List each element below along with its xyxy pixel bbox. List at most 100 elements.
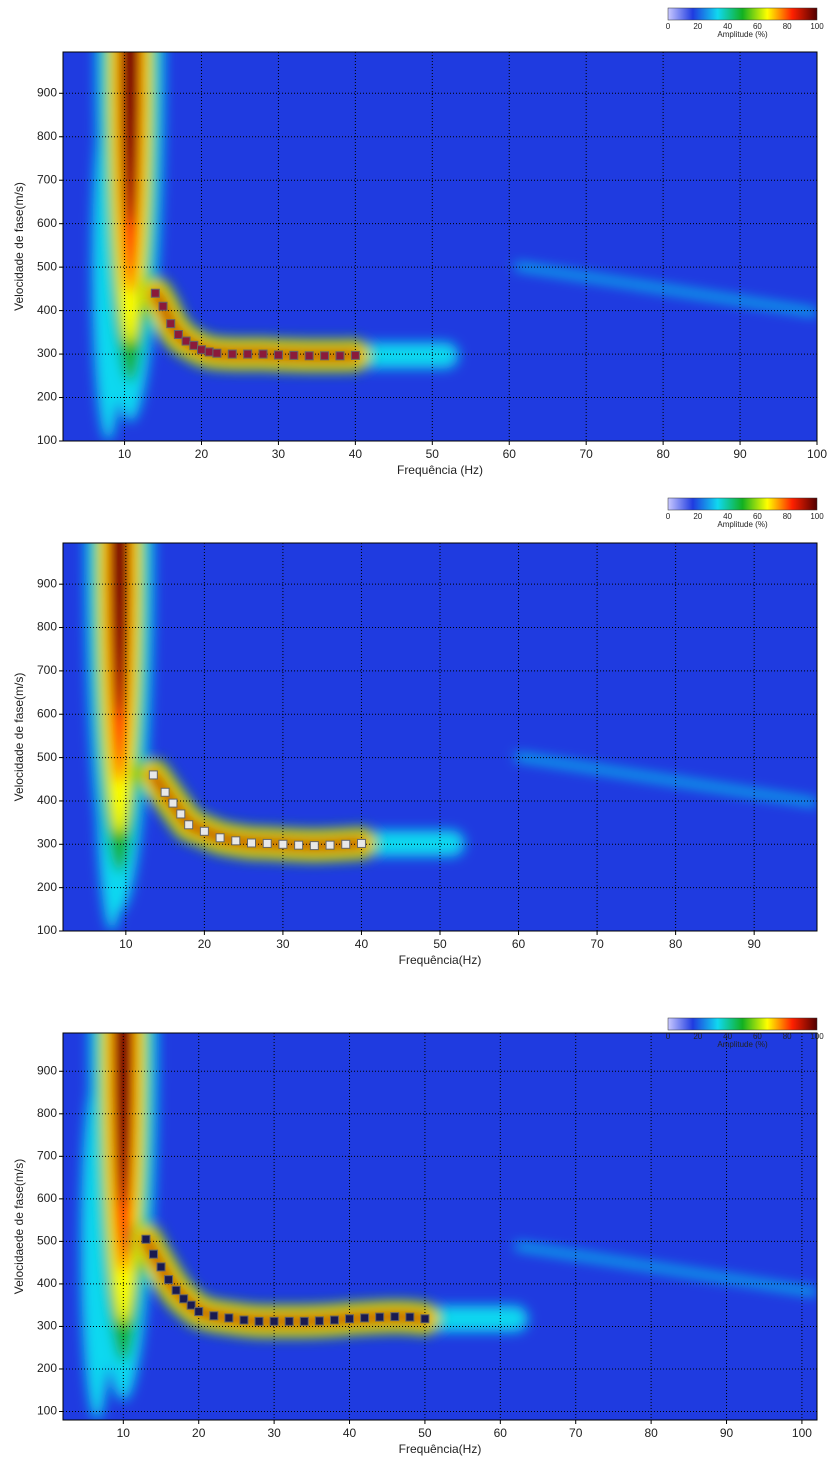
x-tick-label: 100 [792,1426,812,1440]
pick-point [262,838,272,848]
x-tick-label: 50 [426,447,440,461]
pick-point [160,787,170,797]
pick-point [360,1313,370,1323]
colorbar-tick-label: 40 [723,512,732,521]
y-tick-label: 200 [37,390,57,404]
pick-point [171,1285,181,1295]
pick-point [164,1275,174,1285]
pick-point [258,349,268,359]
x-tick-label: 80 [644,1426,658,1440]
pick-point [186,1300,196,1310]
pick-point [227,349,237,359]
image-background [63,52,817,441]
pick-point [405,1312,415,1322]
x-tick-label: 80 [669,937,683,951]
y-tick-label: 700 [37,663,57,677]
x-tick-label: 80 [656,447,670,461]
pick-point [320,351,330,361]
colorbar-tick-label: 20 [693,1032,702,1041]
amplitude-field [85,543,817,931]
panel: 10 20 30 40 50 60 70 80 901002003004005006007008… [12,497,824,967]
y-tick-label: 100 [37,433,57,447]
x-tick-label: 50 [433,937,447,951]
colorbar-tick-label: 80 [783,512,792,521]
pick-point [148,1249,158,1259]
colorbar-tick-label: 0 [666,22,671,31]
x-tick-label: 70 [590,937,604,951]
faint-ridge [514,1242,817,1296]
pick-point [168,798,178,808]
pick-point [243,349,253,359]
plot-frame [62,1032,818,1421]
high-amplitude-band [122,52,139,227]
y-axis-label: Velocidade de fase(m/s) [12,182,26,311]
y-tick-label: 200 [37,880,57,894]
x-tick-label: 20 [195,447,209,461]
y-tick-label: 100 [37,923,57,937]
y-tick-label: 300 [37,1319,57,1333]
pick-point [289,350,299,360]
colorbar-tick-label: 60 [753,512,762,521]
x-tick-label: 10 [118,447,132,461]
y-tick-label: 400 [37,303,57,317]
pick-point [212,348,222,358]
pick-point [158,301,168,311]
pick-point [173,330,183,340]
pick-point [199,826,209,836]
pick-point [204,347,214,357]
pick-point [269,1316,279,1326]
y-tick-label: 400 [37,793,57,807]
y-tick-label: 600 [37,216,57,230]
y-axis-label: Velocidaede de fase(m/s) [12,1159,26,1294]
pick-point [345,1314,355,1324]
y-tick-label: 600 [37,1191,57,1205]
x-tick-label: 60 [512,937,526,951]
y-tick-label: 800 [37,620,57,634]
pick-point [325,840,335,850]
pick-point [150,288,160,298]
pick-point [224,1313,234,1323]
dispersion-image [63,52,817,441]
pick-point [239,1315,249,1325]
x-tick-label: 40 [349,447,363,461]
pick-point [156,1262,166,1272]
pick-point [215,833,225,843]
pick-point [247,838,256,848]
y-tick-label: 900 [37,1063,57,1077]
y-tick-label: 300 [37,346,57,360]
pick-point [309,841,319,851]
dispersion-image [63,543,817,931]
pick-point [141,1234,151,1244]
x-tick-label: 10 [117,1426,131,1440]
y-tick-label: 400 [37,1276,57,1290]
pick-point [329,1315,339,1325]
x-tick-label: 60 [503,447,517,461]
pick-point [284,1316,294,1326]
colorbar-tick-label: 40 [723,1032,732,1041]
image-background [63,1033,817,1420]
x-tick-label: 20 [198,937,212,951]
x-tick-label: 90 [733,447,747,461]
pick-point [231,836,241,846]
image-background [63,543,817,931]
faint-ridge [514,262,817,316]
y-tick-label: 900 [37,85,57,99]
pick-point [254,1316,264,1326]
x-axis-label: Frequência (Hz) [397,463,483,477]
pick-point [196,345,206,355]
x-tick-label: 50 [418,1426,432,1440]
energy-ridge [150,771,365,849]
colorbar-tick-label: 40 [723,22,732,31]
pick-point [166,319,176,329]
pick-point [356,838,366,848]
y-tick-label: 200 [37,1361,57,1375]
pick-point [148,770,158,780]
x-axis-label: Frequência(Hz) [399,953,482,967]
colorbar-tick-label: 100 [810,512,824,521]
x-tick-label: 90 [720,1426,734,1440]
pick-point [176,809,186,819]
pick-point [341,839,351,849]
x-tick-label: 100 [807,447,827,461]
colorbar [667,7,818,21]
